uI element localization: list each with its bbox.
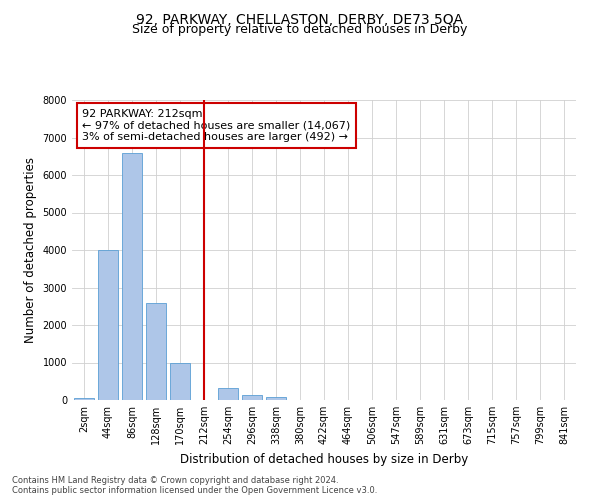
- Text: Size of property relative to detached houses in Derby: Size of property relative to detached ho…: [133, 22, 467, 36]
- Bar: [266, 398, 286, 400]
- X-axis label: Distribution of detached houses by size in Derby: Distribution of detached houses by size …: [180, 452, 468, 466]
- Text: 92 PARKWAY: 212sqm
← 97% of detached houses are smaller (14,067)
3% of semi-deta: 92 PARKWAY: 212sqm ← 97% of detached hou…: [82, 109, 350, 142]
- Bar: [74, 398, 94, 400]
- Bar: [146, 302, 166, 400]
- Text: Contains HM Land Registry data © Crown copyright and database right 2024.: Contains HM Land Registry data © Crown c…: [12, 476, 338, 485]
- Y-axis label: Number of detached properties: Number of detached properties: [24, 157, 37, 343]
- Bar: [218, 388, 238, 400]
- Bar: [98, 250, 118, 400]
- Bar: [242, 395, 262, 400]
- Bar: [122, 152, 142, 400]
- Text: 92, PARKWAY, CHELLASTON, DERBY, DE73 5QA: 92, PARKWAY, CHELLASTON, DERBY, DE73 5QA: [136, 12, 464, 26]
- Bar: [170, 362, 190, 400]
- Text: Contains public sector information licensed under the Open Government Licence v3: Contains public sector information licen…: [12, 486, 377, 495]
